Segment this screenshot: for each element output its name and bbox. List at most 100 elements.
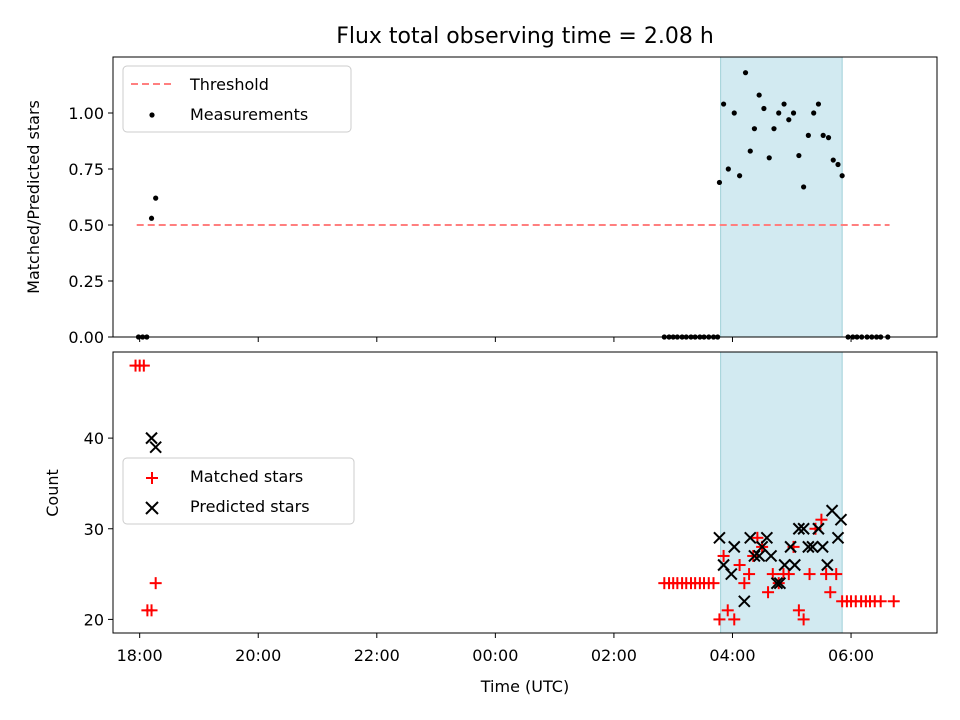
measurement-point (796, 152, 802, 159)
top-highlight-span (720, 56, 843, 338)
predicted-star-point (725, 567, 738, 581)
matched-star-point (792, 604, 805, 617)
measurement-point (825, 135, 832, 141)
legend-threshold-label: Threshold (189, 75, 269, 94)
matched-star-point (874, 595, 887, 608)
top-y-tick-label: 0.50 (68, 216, 104, 235)
measurement-point (776, 110, 782, 116)
x-tick-label: 04:00 (709, 646, 755, 665)
measurement-point (742, 70, 749, 76)
matched-star-point (803, 568, 816, 581)
x-tick-label: 20:00 (235, 646, 281, 665)
predicted-star-point (784, 540, 797, 554)
predicted-star-point (744, 531, 757, 545)
measurement-point (720, 101, 727, 107)
matched-star-point (137, 359, 150, 372)
predicted-star-point (834, 513, 848, 526)
measurement-point (716, 179, 723, 186)
top-y-tick-label: 0.75 (68, 160, 104, 179)
top-panel: 0.00 0.25 0.50 0.75 1.00 Flux total observin… (24, 24, 938, 347)
bottom-highlight-span (720, 351, 843, 634)
bottom-y-ticks: 20 30 40 (84, 429, 113, 629)
top-y-ticks: 0.00 0.25 0.50 0.75 1.00 (68, 104, 113, 347)
x-axis-label: Time (UTC) (480, 677, 569, 696)
top-legend: Threshold Measurements (122, 65, 352, 133)
matched-star-point (733, 559, 746, 572)
top-y-tick-label: 0.25 (68, 272, 104, 291)
bottom-legend: Matched stars Predicted stars (122, 457, 355, 525)
measurement-point (786, 117, 792, 123)
predicted-star-point (145, 431, 158, 445)
measurement-point (766, 155, 772, 161)
predicted-star-point (816, 540, 829, 554)
matched-star-point (738, 577, 751, 590)
legend-measurements-swatch (149, 112, 155, 118)
matched-star-point (762, 586, 775, 599)
top-y-tick-label: 1.00 (68, 104, 104, 123)
measurement-point (830, 157, 836, 163)
predicted-star-point (770, 576, 784, 590)
legend-predicted-label: Predicted stars (190, 497, 310, 516)
matched-star-point (717, 549, 730, 562)
bottom-x-ticks: 18:00 20:00 22:00 00:00 02:00 04:00 06:00 (117, 633, 874, 665)
predicted-star-point (792, 522, 806, 535)
predicted-star-point (760, 531, 774, 545)
bottom-y-tick-label: 40 (84, 429, 104, 448)
measurement-point (756, 92, 762, 98)
measurement-point (820, 132, 826, 138)
measurement-point (761, 105, 767, 112)
measurement-point (148, 215, 155, 221)
matched-star-point (830, 568, 843, 581)
predicted-star-point (812, 522, 825, 535)
measurement-point (790, 110, 797, 116)
predicted-star-point (764, 549, 778, 563)
bottom-legend-box (122, 457, 355, 525)
measurement-point (815, 101, 822, 107)
top-y-tick-label: 0.00 (68, 328, 104, 347)
bottom-plot-frame (112, 351, 938, 634)
matched-star-point (707, 577, 720, 590)
x-tick-label: 22:00 (354, 646, 400, 665)
measurement-point (781, 101, 787, 107)
predicted-star-point (778, 558, 791, 572)
matched-star-point (721, 604, 734, 617)
measurement-point (811, 110, 817, 116)
matched-star-point (149, 577, 162, 590)
x-tick-label: 06:00 (828, 646, 874, 665)
bottom-y-tick-label: 30 (84, 520, 104, 539)
bottom-plot-marks (129, 359, 900, 626)
chart-title: Flux total observing time = 2.08 h (336, 24, 714, 49)
predicted-star-point (149, 440, 162, 454)
bottom-y-tick-label: 20 (84, 610, 104, 629)
measurement-point (805, 132, 811, 138)
predicted-star-point (773, 576, 787, 590)
x-tick-label: 00:00 (472, 646, 518, 665)
top-x-ticks (139, 337, 852, 342)
matched-star-point (713, 613, 726, 626)
bottom-panel: 20 30 40 18:00 20:00 22:00 00:00 02:00 04:00 06:… (43, 351, 938, 696)
predicted-star-point (713, 531, 726, 545)
x-tick-label: 02:00 (591, 646, 637, 665)
measurement-point (835, 161, 841, 168)
measurement-point (725, 166, 731, 172)
bottom-y-axis-label: Count (43, 469, 62, 517)
x-tick-label: 18:00 (117, 646, 163, 665)
predicted-star-point (728, 540, 741, 554)
matched-star-point (820, 568, 833, 581)
predicted-star-point (752, 549, 766, 563)
predicted-star-point (806, 540, 819, 554)
predicted-star-point (821, 558, 834, 572)
measurement-point (751, 126, 758, 132)
predicted-star-point (738, 595, 751, 608)
legend-measurements-label: Measurements (190, 105, 308, 124)
legend-predicted-swatch (145, 501, 159, 515)
measurement-point (153, 195, 159, 201)
matched-star-point (815, 513, 828, 526)
matched-star-point (797, 613, 810, 626)
predicted-star-point (797, 522, 810, 535)
top-legend-box (122, 65, 352, 133)
legend-matched-label: Matched stars (190, 467, 303, 486)
matched-star-point (145, 604, 158, 617)
predicted-star-point (802, 540, 815, 554)
